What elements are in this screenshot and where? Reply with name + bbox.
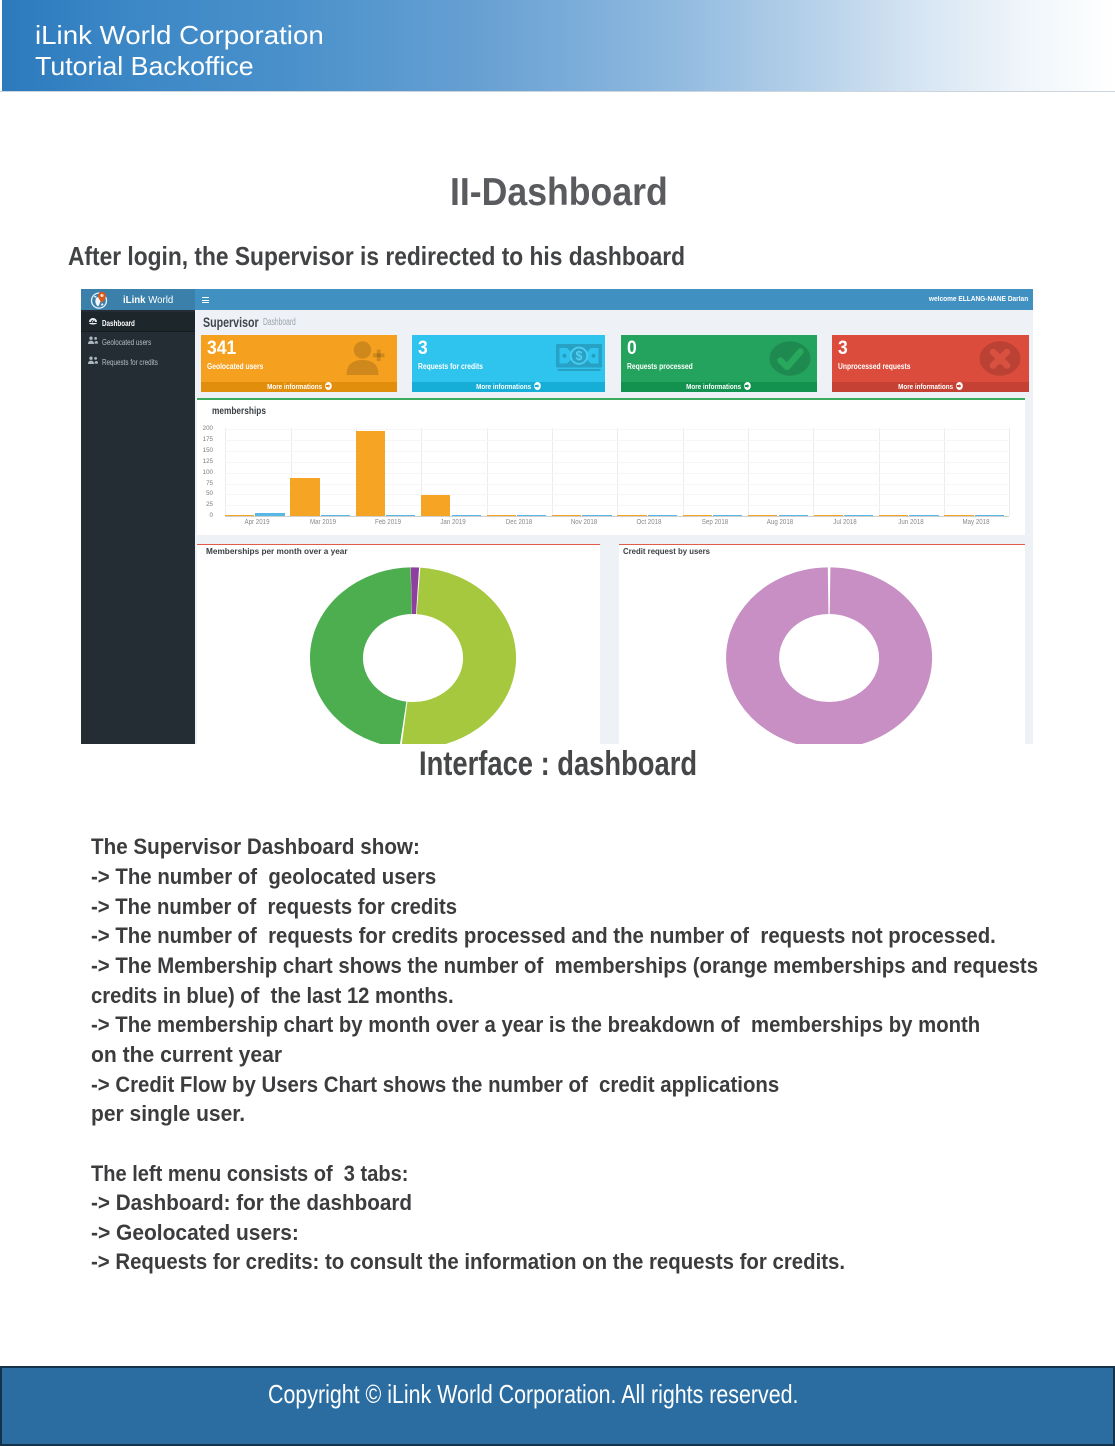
- svg-text:$: $: [576, 350, 583, 364]
